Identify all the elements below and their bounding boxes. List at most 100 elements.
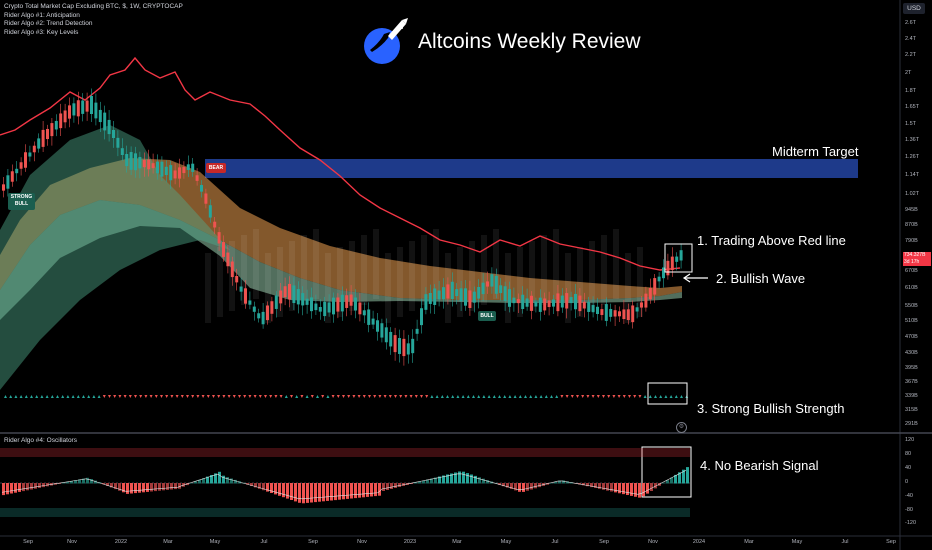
time-tick: Nov	[67, 539, 77, 545]
strength-marker	[186, 395, 189, 398]
candle	[10, 171, 14, 182]
oscillator-bar	[426, 479, 429, 484]
strength-marker	[440, 395, 444, 398]
oscillator-bar	[590, 483, 593, 488]
candle	[666, 260, 670, 276]
oscillator-bar	[202, 478, 205, 484]
strength-marker	[451, 395, 455, 398]
oscillator-bar	[42, 483, 45, 488]
oscillator-bar	[318, 483, 321, 502]
candle	[468, 290, 472, 308]
strength-marker	[14, 395, 18, 398]
oscillator-bar	[262, 483, 265, 491]
candle	[142, 159, 146, 168]
candle	[94, 102, 98, 119]
candle	[547, 300, 551, 308]
indicator-trend-detection[interactable]: Rider Algo #2: Trend Detection	[4, 20, 93, 27]
oscillator-bar	[218, 471, 221, 484]
candle	[442, 287, 445, 300]
candle	[565, 293, 569, 309]
strength-marker	[680, 395, 683, 398]
strength-marker	[643, 395, 647, 398]
strength-marker	[399, 395, 403, 398]
oscillator-bar	[666, 480, 669, 484]
strength-marker	[581, 395, 585, 398]
time-tick: 2024	[692, 539, 706, 545]
indicator-key-levels[interactable]: Rider Algo #3: Key Levels	[4, 28, 79, 36]
candle	[446, 284, 450, 299]
strength-marker	[258, 395, 262, 398]
oscillator-bar	[526, 483, 529, 491]
strength-marker	[487, 395, 491, 398]
bear-badge: BEAR	[206, 163, 226, 173]
strength-marker	[570, 395, 574, 398]
annotation-strong-bullish: 3. Strong Bullish Strength	[697, 401, 845, 416]
oscillator-bar	[286, 483, 289, 499]
oscillator-bar	[438, 476, 441, 484]
candle	[239, 286, 243, 292]
strength-marker	[331, 395, 335, 398]
time-tick: Mar	[163, 539, 173, 545]
strength-marker	[576, 395, 579, 398]
candle	[266, 305, 269, 321]
oscillator-bar	[474, 475, 477, 484]
oscillator-bar	[582, 483, 585, 486]
oscillator-label[interactable]: Rider Algo #4: Oscillators	[4, 437, 77, 444]
candle	[376, 320, 379, 332]
oscillator-bar	[498, 483, 501, 485]
time-tick: Sep	[308, 539, 318, 545]
strength-marker	[290, 395, 293, 398]
candle	[486, 281, 489, 287]
strength-marker	[316, 395, 319, 398]
candle	[129, 152, 133, 170]
strength-marker	[362, 395, 366, 398]
bull-badge: BULL	[478, 311, 496, 321]
candle	[15, 168, 19, 174]
candle	[420, 308, 423, 326]
candle	[600, 309, 604, 315]
candle	[191, 163, 195, 172]
candle	[301, 293, 305, 306]
strength-marker	[305, 395, 309, 398]
candle	[32, 145, 36, 153]
time-tick: Nov	[357, 539, 367, 545]
price-tick: 430B	[905, 350, 918, 356]
oscillator-bar	[462, 471, 465, 484]
candle	[24, 152, 27, 168]
oscillator-bar	[326, 483, 329, 501]
candle	[574, 293, 577, 310]
osc-tick: 0	[905, 479, 909, 485]
oscillator-bar	[166, 483, 169, 490]
moon-rocket-icon	[364, 18, 408, 64]
strength-marker	[602, 395, 605, 398]
oscillator-bar	[2, 483, 5, 496]
oscillator-bar	[134, 483, 137, 494]
candle	[310, 297, 313, 312]
price-tick: 1.5T	[905, 121, 917, 127]
symbol-title[interactable]: Crypto Total Market Cap Excluding BTC, $…	[4, 3, 183, 10]
oscillator-bar	[194, 481, 197, 484]
candle	[679, 250, 683, 261]
strength-marker	[622, 395, 626, 398]
currency-button[interactable]: USD	[903, 3, 925, 14]
candle	[499, 285, 503, 294]
oscillator-bar	[234, 479, 237, 484]
oscillator-bar	[78, 479, 81, 484]
indicator-anticipation[interactable]: Rider Algo #1: Anticipation	[4, 11, 80, 19]
strength-marker	[513, 395, 517, 398]
strength-marker	[19, 395, 23, 398]
oscillator-bar	[266, 483, 269, 492]
candle	[230, 261, 234, 278]
candle	[63, 110, 67, 123]
oscillator-bar	[442, 475, 445, 484]
oscillator-bar	[18, 483, 21, 492]
annotation-no-bearish: 4. No Bearish Signal	[700, 458, 819, 473]
oscillator-bar	[430, 478, 433, 484]
strength-marker	[149, 395, 153, 398]
candle	[314, 303, 318, 311]
strength-marker	[326, 395, 330, 398]
strength-marker	[243, 395, 247, 398]
settings-icon[interactable]: ⚙	[676, 422, 687, 433]
oscillator-signal-line	[1, 470, 687, 500]
